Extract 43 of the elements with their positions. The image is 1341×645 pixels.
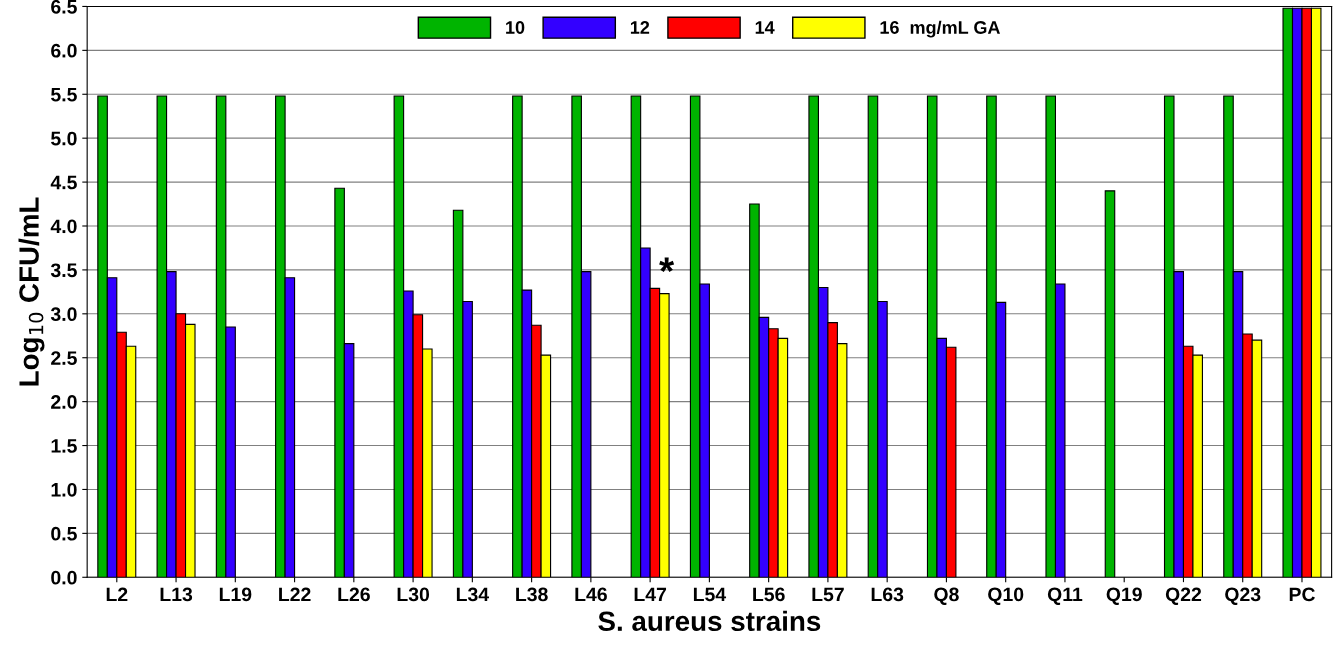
x-tick-label: Q8 [934,587,959,605]
x-tick-label: L2 [106,587,128,602]
y-tick-label: 6.5 [51,0,77,14]
x-axis-title: S. aureus strains [598,610,821,632]
x-tick-label: L54 [693,587,727,602]
x-tick-label: L46 [575,587,607,602]
x-tick-label: L34 [456,587,489,602]
y-tick-label: 2.0 [51,395,77,409]
legend-label: 12 [630,21,650,34]
x-tick-label: PC [1289,587,1315,602]
y-tick-label: 1.0 [51,482,77,497]
y-tick-label: 5.5 [51,87,77,102]
x-tick-label: Q10 [988,587,1024,605]
y-tick-label: 4.5 [50,175,77,190]
annotation: * [659,257,675,273]
x-tick-label: L63 [871,587,904,602]
x-tick-label: Q19 [1106,587,1142,605]
x-tick-label: L22 [279,587,311,602]
x-tick-label: L19 [219,587,252,602]
x-tick-label: Q22 [1165,587,1202,605]
x-tick-label: L57 [812,587,844,602]
y-axis-title: Log$_{10}$ CFU/mL [18,197,45,386]
x-tick-label: Q23 [1225,587,1261,605]
x-tick-label: L38 [516,587,548,602]
x-tick-label: L13 [160,587,193,602]
bar [1104,190,1116,578]
legend-label: 10 [506,21,525,34]
x-tick-label: L56 [753,587,785,602]
y-tick-label: 6.0 [51,43,77,58]
y-tick-label: 0.0 [51,570,77,585]
y-tick-label: 5.0 [51,131,77,146]
legend-label: 14 [755,21,775,34]
y-tick-label: 3.5 [50,263,77,278]
legend-label: 16 mg/mL GA [880,20,1000,38]
y-tick-label: 0.5 [51,526,77,541]
x-tick-label: L26 [338,587,370,602]
y-tick-label: 4.0 [50,219,77,234]
x-tick-label: Q11 [1047,587,1083,605]
y-tick-label: 1.5 [51,439,77,453]
y-tick-label: 3.0 [50,307,77,322]
x-tick-label: L30 [397,587,430,602]
y-tick-label: 2.5 [51,351,77,365]
x-tick-label: L47 [634,587,667,602]
